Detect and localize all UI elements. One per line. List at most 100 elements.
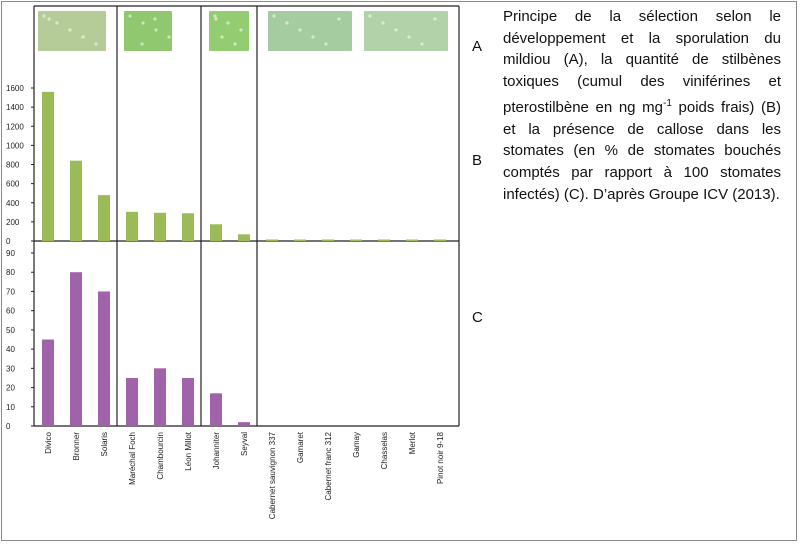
photo-spot bbox=[42, 14, 46, 18]
c-y-tick-label: 90 bbox=[6, 249, 15, 258]
c-bar bbox=[126, 377, 138, 426]
b-bar bbox=[434, 239, 446, 241]
b-y-tick-label: 600 bbox=[6, 180, 20, 189]
c-y-tick-label: 50 bbox=[6, 326, 15, 335]
panel-label-c: C bbox=[472, 309, 483, 326]
b-bar bbox=[182, 213, 194, 241]
photo-leaf-3 bbox=[209, 11, 249, 51]
c-bar bbox=[210, 393, 222, 426]
photo-spot bbox=[407, 35, 411, 39]
chart-b-stilbenes: 0 200 400 600 800 1000 1200 1400 1600 bbox=[6, 84, 446, 246]
photo-spot bbox=[214, 17, 218, 21]
photo-spot bbox=[298, 28, 302, 32]
photo-spot bbox=[154, 28, 158, 32]
x-category-label: Johanniter bbox=[212, 432, 221, 470]
b-bar bbox=[98, 195, 110, 241]
photo-spot bbox=[337, 17, 341, 21]
b-y-tick-label: 1000 bbox=[6, 141, 24, 150]
c-bar bbox=[42, 339, 54, 426]
photo-leaf-1 bbox=[38, 11, 106, 51]
x-category-label: Gamaret bbox=[296, 431, 305, 463]
caption-superscript: -1 bbox=[663, 97, 672, 109]
panel-label-a: A bbox=[472, 38, 483, 55]
photo-spot bbox=[55, 21, 59, 25]
b-bar bbox=[210, 224, 222, 241]
photo-spot bbox=[420, 42, 424, 46]
b-y-tick-label: 800 bbox=[6, 161, 20, 170]
b-bar bbox=[378, 239, 390, 241]
c-bar bbox=[98, 291, 110, 426]
photo-spot bbox=[141, 21, 145, 25]
photo-leaf-4 bbox=[268, 11, 352, 51]
b-bar bbox=[238, 234, 250, 241]
photo-spot bbox=[433, 17, 437, 21]
b-y-tick-label: 1400 bbox=[6, 103, 24, 112]
b-bar bbox=[294, 239, 306, 241]
figure-caption: Principe de la sélection selon le dévelo… bbox=[503, 6, 781, 205]
b-y-tick-label: 1600 bbox=[6, 84, 24, 93]
photo-spot bbox=[239, 28, 243, 32]
x-axis-labels: Divico Bronner Solaris Maréchal Foch Chambou… bbox=[44, 431, 445, 519]
photo-spot bbox=[167, 35, 171, 39]
c-bar bbox=[182, 377, 194, 426]
b-bar bbox=[266, 239, 278, 241]
x-category-label: Léon Millot bbox=[184, 431, 193, 470]
photo-spot bbox=[272, 14, 276, 18]
photo-leaf-2 bbox=[124, 11, 172, 51]
x-category-label: Maréchal Foch bbox=[128, 432, 137, 485]
caption-text-2: poids frais) (B) et la présence de callo… bbox=[503, 98, 781, 203]
panel-label-b: B bbox=[472, 152, 483, 169]
b-y-tick-label: 0 bbox=[6, 237, 11, 246]
b-bar bbox=[126, 211, 138, 241]
photo-spot bbox=[81, 35, 85, 39]
photo-spot bbox=[311, 35, 315, 39]
photo-spot bbox=[226, 21, 230, 25]
leaf-photos bbox=[38, 11, 448, 51]
b-bar bbox=[350, 239, 362, 241]
x-category-label: Cabernet sauvignon 337 bbox=[268, 431, 277, 519]
b-bar bbox=[154, 212, 166, 241]
b-y-tick-label: 400 bbox=[6, 199, 20, 208]
photo-spot bbox=[220, 35, 224, 39]
panel-frame bbox=[33, 5, 460, 427]
c-y-tick-label: 70 bbox=[6, 287, 15, 296]
x-category-label: Cabernet franc 312 bbox=[324, 431, 333, 500]
x-category-label: Chambourcin bbox=[156, 432, 165, 480]
b-bar bbox=[42, 91, 54, 241]
b-y-tick-label: 200 bbox=[6, 218, 20, 227]
x-category-label: Divico bbox=[44, 431, 53, 453]
c-bar bbox=[154, 368, 166, 426]
photo-spot bbox=[381, 21, 385, 25]
photo-spot bbox=[47, 17, 51, 21]
photo-leaf-5 bbox=[364, 11, 448, 51]
c-y-tick-label: 20 bbox=[6, 384, 15, 393]
b-bar bbox=[322, 239, 334, 241]
x-category-label: Bronner bbox=[72, 432, 81, 461]
x-category-label: Merlot bbox=[408, 431, 417, 454]
photo-spot bbox=[213, 14, 217, 18]
c-bar bbox=[238, 422, 250, 426]
b-bar bbox=[406, 239, 418, 241]
c-bar bbox=[70, 272, 82, 426]
caption-text-1: Principe de la sélection selon le dévelo… bbox=[503, 8, 781, 116]
photo-spot bbox=[153, 17, 157, 21]
photo-spot bbox=[324, 42, 328, 46]
c-y-tick-label: 80 bbox=[6, 268, 15, 277]
photo-spot bbox=[394, 28, 398, 32]
photo-spot bbox=[128, 14, 132, 18]
photo-spot bbox=[285, 21, 289, 25]
photo-spot bbox=[68, 28, 72, 32]
x-category-label: Pinot noir 9-18 bbox=[436, 431, 445, 484]
c-y-tick-label: 0 bbox=[6, 422, 11, 431]
c-y-tick-label: 40 bbox=[6, 345, 15, 354]
c-y-tick-label: 60 bbox=[6, 307, 15, 316]
c-y-tick-label: 10 bbox=[6, 403, 15, 412]
photo-spot bbox=[368, 14, 372, 18]
photo-spot bbox=[233, 42, 237, 46]
x-category-label: Chasselas bbox=[380, 432, 389, 469]
x-category-label: Solaris bbox=[100, 432, 109, 456]
b-y-tick-label: 1200 bbox=[6, 122, 24, 131]
c-y-tick-label: 30 bbox=[6, 364, 15, 373]
